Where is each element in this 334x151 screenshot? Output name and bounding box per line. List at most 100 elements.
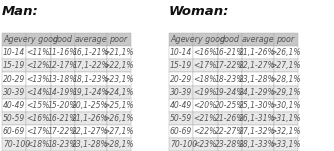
Bar bbox=[107, 99, 131, 112]
Text: >23,1%: >23,1% bbox=[103, 75, 134, 84]
Bar bbox=[107, 46, 131, 59]
Bar bbox=[26, 99, 51, 112]
Bar bbox=[193, 125, 218, 138]
Bar bbox=[2, 33, 26, 46]
Text: poor: poor bbox=[110, 35, 128, 44]
Bar bbox=[218, 72, 242, 86]
Bar bbox=[218, 112, 242, 125]
Bar bbox=[169, 46, 193, 59]
Bar bbox=[107, 72, 131, 86]
Bar bbox=[75, 86, 107, 99]
Text: >29,1%: >29,1% bbox=[270, 88, 301, 97]
Text: >28,1%: >28,1% bbox=[103, 140, 134, 149]
Bar bbox=[26, 86, 51, 99]
Bar bbox=[51, 46, 75, 59]
Text: 40-49: 40-49 bbox=[3, 101, 25, 110]
Text: Age: Age bbox=[170, 35, 185, 44]
Bar bbox=[107, 112, 131, 125]
Text: 22-27%: 22-27% bbox=[215, 127, 244, 136]
Bar bbox=[242, 99, 274, 112]
Bar bbox=[193, 46, 218, 59]
Bar bbox=[169, 112, 193, 125]
Bar bbox=[193, 112, 218, 125]
Bar bbox=[75, 99, 107, 112]
Text: >26,1%: >26,1% bbox=[103, 114, 134, 123]
Bar bbox=[169, 99, 193, 112]
Bar bbox=[274, 138, 298, 151]
Bar bbox=[274, 125, 298, 138]
Text: 22,1-27%: 22,1-27% bbox=[72, 127, 109, 136]
Bar bbox=[51, 86, 75, 99]
Bar bbox=[26, 125, 51, 138]
Text: 30-39: 30-39 bbox=[3, 88, 25, 97]
Bar bbox=[75, 59, 107, 72]
Text: 15-19: 15-19 bbox=[170, 61, 192, 70]
Text: 13-18%: 13-18% bbox=[48, 75, 77, 84]
Text: 21-26%: 21-26% bbox=[215, 114, 244, 123]
Text: 21,1-26%: 21,1-26% bbox=[72, 114, 109, 123]
Text: 26,1-31%: 26,1-31% bbox=[239, 114, 276, 123]
Text: <18%: <18% bbox=[27, 140, 50, 149]
Text: <20%: <20% bbox=[194, 101, 217, 110]
Text: <18%: <18% bbox=[194, 75, 217, 84]
Bar bbox=[2, 138, 26, 151]
Text: <17%: <17% bbox=[194, 61, 217, 70]
Bar bbox=[75, 112, 107, 125]
Text: 17-22%: 17-22% bbox=[48, 127, 77, 136]
Bar bbox=[107, 125, 131, 138]
Text: >27,1%: >27,1% bbox=[103, 127, 134, 136]
Bar bbox=[193, 99, 218, 112]
Bar bbox=[218, 138, 242, 151]
Text: 20-29: 20-29 bbox=[3, 75, 25, 84]
Text: <22%: <22% bbox=[194, 127, 217, 136]
Text: 12-17%: 12-17% bbox=[48, 61, 77, 70]
Bar bbox=[242, 86, 274, 99]
Text: 10-14: 10-14 bbox=[3, 48, 25, 57]
Text: 17-22%: 17-22% bbox=[215, 61, 244, 70]
Text: <17%: <17% bbox=[27, 127, 50, 136]
Text: 18,1-23%: 18,1-23% bbox=[72, 75, 109, 84]
Bar bbox=[274, 33, 298, 46]
Text: average: average bbox=[74, 35, 107, 44]
Text: good: good bbox=[220, 35, 240, 44]
Text: 18-23%: 18-23% bbox=[48, 140, 77, 149]
Text: <19%: <19% bbox=[194, 88, 217, 97]
Bar bbox=[169, 86, 193, 99]
Bar bbox=[2, 46, 26, 59]
Text: 27,1-32%: 27,1-32% bbox=[239, 127, 276, 136]
Text: >25,1%: >25,1% bbox=[103, 101, 134, 110]
Bar bbox=[274, 99, 298, 112]
Text: 20-25%: 20-25% bbox=[215, 101, 244, 110]
Text: >32,1%: >32,1% bbox=[270, 127, 301, 136]
Text: 20-29: 20-29 bbox=[170, 75, 192, 84]
Bar bbox=[51, 33, 75, 46]
Bar bbox=[26, 138, 51, 151]
Text: Age: Age bbox=[3, 35, 18, 44]
Text: 23-28%: 23-28% bbox=[215, 140, 244, 149]
Text: 15-19: 15-19 bbox=[3, 61, 25, 70]
Text: 70-100: 70-100 bbox=[3, 140, 30, 149]
Text: 11-16%: 11-16% bbox=[48, 48, 77, 57]
Bar bbox=[169, 72, 193, 86]
Text: 23,1-28%: 23,1-28% bbox=[72, 140, 109, 149]
Bar bbox=[107, 33, 131, 46]
Text: 25,1-30%: 25,1-30% bbox=[239, 101, 276, 110]
Text: <13%: <13% bbox=[27, 75, 50, 84]
Text: 50-59: 50-59 bbox=[170, 114, 192, 123]
Bar bbox=[26, 46, 51, 59]
Bar bbox=[75, 138, 107, 151]
Bar bbox=[242, 46, 274, 59]
Text: >24,1%: >24,1% bbox=[103, 88, 134, 97]
Bar bbox=[26, 33, 51, 46]
Text: very good: very good bbox=[18, 35, 58, 44]
Bar bbox=[274, 112, 298, 125]
Text: 16-21%: 16-21% bbox=[215, 48, 244, 57]
Text: 60-69: 60-69 bbox=[170, 127, 192, 136]
Bar bbox=[218, 59, 242, 72]
Bar bbox=[242, 72, 274, 86]
Text: <15%: <15% bbox=[27, 101, 50, 110]
Bar bbox=[107, 138, 131, 151]
Bar bbox=[2, 59, 26, 72]
Text: 50-59: 50-59 bbox=[3, 114, 25, 123]
Bar bbox=[274, 46, 298, 59]
